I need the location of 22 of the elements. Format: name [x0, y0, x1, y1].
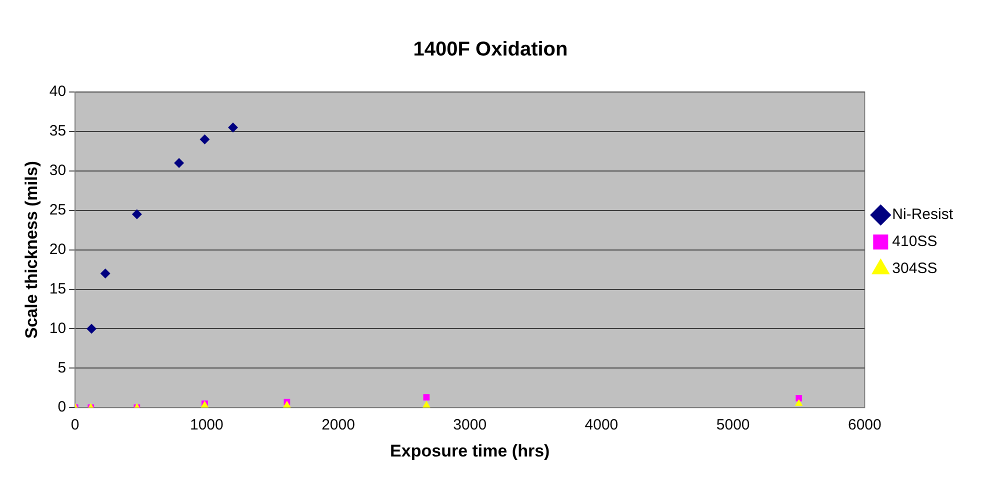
- legend-label: Ni-Resist: [892, 206, 954, 224]
- x-tick-label: 5000: [716, 416, 750, 434]
- y-tick-label: 0: [58, 398, 66, 416]
- y-tick-label: 10: [49, 320, 66, 337]
- y-tick-label: 5: [58, 359, 66, 376]
- y-tick-label: 30: [49, 162, 66, 180]
- chart-title: 1400F Oxidation: [413, 38, 568, 61]
- legend-label: 410SS: [892, 233, 938, 250]
- x-tick-label: 6000: [848, 416, 882, 434]
- y-axis-title: Scale thickness (mils): [22, 160, 41, 339]
- x-axis-title: Exposure time (hrs): [390, 441, 550, 460]
- legend-label: 304SS: [892, 260, 938, 278]
- y-tick-label: 15: [49, 280, 66, 298]
- y-tick-label: 25: [49, 201, 66, 218]
- x-tick-label: 1000: [190, 416, 224, 434]
- x-tick-label: 3000: [453, 416, 487, 434]
- x-tick-label: 2000: [322, 416, 355, 434]
- x-tick-label: 0: [70, 416, 80, 434]
- y-tick-label: 35: [49, 122, 66, 140]
- y-tick-label: 40: [49, 83, 66, 100]
- x-tick-label: 4000: [584, 416, 618, 434]
- y-tick-label: 20: [49, 240, 66, 258]
